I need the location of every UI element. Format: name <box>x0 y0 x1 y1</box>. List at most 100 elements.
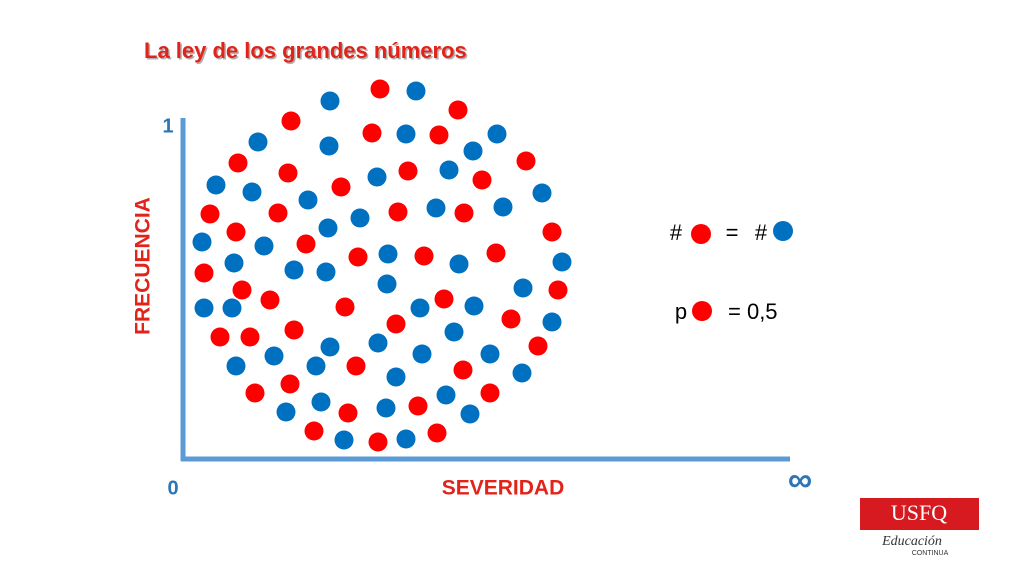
blue-dot <box>264 346 284 366</box>
red-dot <box>408 396 428 416</box>
blue-dot <box>412 344 432 364</box>
blue-dot <box>334 430 354 450</box>
hash-left: # <box>670 220 683 245</box>
red-dot <box>284 320 304 340</box>
red-dot <box>346 356 366 376</box>
equals: = <box>726 220 739 245</box>
blue-dot <box>552 252 572 272</box>
red-dot <box>278 163 298 183</box>
red-dot <box>434 289 454 309</box>
blue-dot <box>487 124 507 144</box>
blue-dot <box>194 298 214 318</box>
red-dot <box>398 161 418 181</box>
red-dot <box>296 234 316 254</box>
blue-dot <box>436 385 456 405</box>
red-dot <box>388 202 408 222</box>
infinity-label: ∞ <box>788 461 812 499</box>
blue-dot <box>284 260 304 280</box>
red-dot <box>281 111 301 131</box>
red-dot <box>245 383 265 403</box>
red-dot-icon <box>692 301 712 321</box>
red-dot <box>362 123 382 143</box>
prob-value: = 0,5 <box>728 299 778 324</box>
blue-dot <box>222 298 242 318</box>
logo-box <box>860 498 979 530</box>
blue-dot-icon <box>773 221 793 241</box>
blue-dot <box>449 254 469 274</box>
red-dot <box>348 247 368 267</box>
title-shadow: La ley de los grandes números <box>146 39 469 64</box>
red-dot <box>226 222 246 242</box>
blue-dot <box>320 337 340 357</box>
blue-dot <box>318 218 338 238</box>
red-dot <box>448 100 468 120</box>
blue-dot <box>350 208 370 228</box>
blue-dot <box>493 197 513 217</box>
blue-dot <box>513 278 533 298</box>
blue-dot <box>464 296 484 316</box>
red-dot <box>472 170 492 190</box>
blue-dot <box>406 81 426 101</box>
blue-dot <box>532 183 552 203</box>
blue-dot <box>242 182 262 202</box>
logo: USFQ Educación CONTINUA <box>860 498 979 557</box>
blue-dot <box>410 298 430 318</box>
blue-dot <box>542 312 562 332</box>
red-dot <box>453 360 473 380</box>
red-dot <box>480 383 500 403</box>
blue-dot <box>376 398 396 418</box>
red-dot <box>240 327 260 347</box>
red-dot <box>542 222 562 242</box>
red-dot <box>370 79 390 99</box>
blue-dot <box>192 232 212 252</box>
red-dot <box>486 243 506 263</box>
red-dot <box>516 151 536 171</box>
blue-dot <box>254 236 274 256</box>
blue-dot <box>426 198 446 218</box>
red-dot <box>368 432 388 452</box>
blue-dot <box>439 160 459 180</box>
red-dot <box>280 374 300 394</box>
blue-dot <box>463 141 483 161</box>
blue-dot <box>316 262 336 282</box>
red-dot <box>268 203 288 223</box>
logo-name: USFQ <box>891 500 947 525</box>
red-dot <box>335 297 355 317</box>
logo-line2: CONTINUA <box>912 550 949 557</box>
red-dot <box>501 309 521 329</box>
blue-dot <box>306 356 326 376</box>
blue-dot <box>386 367 406 387</box>
red-dot <box>331 177 351 197</box>
blue-dot <box>298 190 318 210</box>
blue-dot <box>226 356 246 376</box>
blue-dot <box>377 274 397 294</box>
blue-dot <box>396 429 416 449</box>
blue-dot <box>367 167 387 187</box>
red-dot <box>194 263 214 283</box>
red-dot <box>528 336 548 356</box>
red-dot <box>386 314 406 334</box>
blue-dot <box>368 333 388 353</box>
logo-line1: Educación <box>881 534 942 549</box>
hash-right: # <box>755 220 768 245</box>
red-dot <box>414 246 434 266</box>
red-dot <box>304 421 324 441</box>
red-dot <box>200 204 220 224</box>
blue-dot <box>206 175 226 195</box>
blue-dot <box>224 253 244 273</box>
blue-dot <box>320 91 340 111</box>
red-dot-icon <box>691 224 711 244</box>
blue-dot <box>248 132 268 152</box>
blue-dot <box>480 344 500 364</box>
blue-dot <box>444 322 464 342</box>
y-axis-title: FRECUENCIA <box>132 197 155 335</box>
red-dot <box>210 327 230 347</box>
red-dot <box>548 280 568 300</box>
red-dot <box>232 280 252 300</box>
red-dot <box>427 423 447 443</box>
red-dot <box>338 403 358 423</box>
blue-dot <box>276 402 296 422</box>
dot-cloud <box>192 79 572 452</box>
red-dot <box>260 290 280 310</box>
